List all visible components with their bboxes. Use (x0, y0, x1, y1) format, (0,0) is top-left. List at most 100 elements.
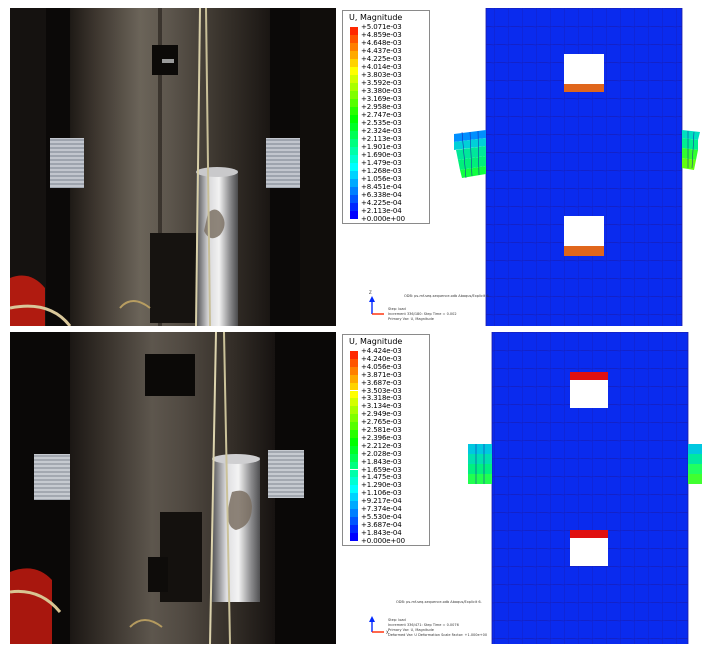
left-strain-gauge (454, 130, 486, 179)
legend-value-label: +2.581e-03 (361, 426, 402, 434)
legend-swatch (350, 107, 358, 115)
legend-title: U, Magnitude (349, 13, 403, 22)
legend-value-label: +4.056e-03 (361, 362, 402, 371)
primary-var-line: Primary Var: U, Magnitude (388, 317, 434, 321)
left-strain-gauge (468, 444, 492, 484)
legend-swatch (350, 187, 358, 195)
legend-value-label: +3.803e-03 (361, 71, 402, 79)
legend-swatch (350, 390, 358, 399)
primary-var-line: Primary Var: U, Magnitude (388, 628, 434, 632)
legend-value-label: +4.648e-03 (361, 39, 402, 47)
legend-swatch (350, 524, 358, 533)
legend-value-label: +1.479e-03 (361, 159, 402, 167)
legend-value-label: +1.056e-03 (361, 175, 402, 183)
legend-swatch (350, 43, 358, 51)
legend-swatch (350, 115, 358, 123)
bottom-contour-legend: U, Magnitude +4.424e-03 +4.240e-03 +4.056e… (342, 334, 430, 546)
upper-window (570, 380, 608, 408)
legend-value-label: +3.871e-03 (361, 370, 402, 379)
legend-swatch (350, 351, 358, 359)
legend-value-label: +3.318e-03 (361, 394, 402, 403)
legend-value-label: +3.592e-03 (361, 79, 402, 87)
legend-swatch (350, 163, 358, 171)
legend-swatch (350, 453, 358, 462)
right-strain-gauge (688, 444, 702, 484)
lower-window (570, 538, 608, 566)
legend-value-label: +3.134e-03 (361, 402, 402, 411)
legend-value-label: +1.843e-03 (361, 457, 402, 466)
legend-value-label: +2.765e-03 (361, 418, 402, 427)
legend-value-label: +2.324e-03 (361, 127, 402, 135)
legend-value-label: +3.687e-04 (361, 520, 402, 529)
legend-swatch (350, 414, 358, 423)
legend-swatch (350, 501, 358, 509)
legend-swatch (350, 75, 358, 83)
legend-value-label: +5.071e-03 (361, 23, 402, 31)
legend-swatch (350, 366, 358, 375)
legend-swatch (350, 509, 358, 517)
legend-swatch (350, 83, 358, 91)
bottom-right-fea-plot: U, Magnitude +4.424e-03 +4.240e-03 +4.056e… (340, 332, 702, 644)
legend-swatch (350, 532, 358, 541)
legend-title: U, Magnitude (349, 337, 403, 346)
legend-swatch (350, 430, 358, 438)
legend-swatch (350, 437, 358, 446)
legend-value-label: +6.338e-04 (361, 191, 402, 199)
odb-line: ODB: ps-mf-seq-sequence.odb Abaqus/Expli… (404, 294, 490, 298)
step-line: Step: load (388, 618, 406, 622)
odb-line: ODB: ps-mf-seq-sequence.odb Abaqus/Expli… (396, 600, 482, 604)
view-triad (369, 296, 384, 315)
legend-value-label: +4.240e-03 (361, 354, 402, 363)
legend-value-label: +4.225e-04 (361, 199, 402, 207)
right-strain-gauge (682, 130, 700, 170)
legend-swatch (350, 485, 358, 494)
bottom-photo-drawing (10, 332, 336, 644)
legend-swatch (350, 461, 358, 470)
legend-swatch (350, 203, 358, 211)
legend-swatch (350, 139, 358, 147)
legend-swatch (350, 123, 358, 131)
triad-x-label: X (386, 630, 389, 635)
legend-value-label: +2.113e-03 (361, 135, 402, 143)
top-fea-model (369, 8, 700, 326)
legend-value-label: +1.843e-04 (361, 528, 402, 537)
legend-value-label: +1.690e-03 (361, 151, 402, 159)
legend-value-label: +0.000e+00 (361, 215, 405, 223)
legend-value-label: +1.659e-03 (361, 465, 402, 474)
legend-value-label: +1.290e-03 (361, 481, 402, 490)
legend-swatch (350, 147, 358, 155)
legend-swatch (350, 91, 358, 99)
legend-value-label: +1.475e-03 (361, 473, 402, 482)
legend-swatch (350, 155, 358, 163)
triad-z-label: Z (369, 290, 372, 295)
legend-value-label: +2.535e-03 (361, 119, 402, 127)
legend-swatch (350, 59, 358, 67)
legend-value-label: +0.000e+00 (361, 536, 405, 545)
legend-value-label: +2.949e-03 (361, 410, 402, 419)
legend-value-label: +4.424e-03 (361, 347, 402, 355)
increment-line: Increment 336/180: Step Time = 0.002 (388, 312, 457, 316)
legend-value-label: +2.396e-03 (361, 433, 402, 442)
top-contour-legend: U, Magnitude +5.071e-03 +4.859e-03 +4.648e… (342, 10, 430, 224)
legend-swatch (350, 131, 358, 139)
legend-value-label: +4.225e-03 (361, 55, 402, 63)
legend-swatch (350, 406, 358, 415)
legend-value-label: +1.268e-03 (361, 167, 402, 175)
legend-swatch (350, 374, 358, 383)
legend-value-label: +2.958e-03 (361, 103, 402, 111)
legend-swatch (350, 516, 358, 525)
legend-swatch (350, 422, 358, 430)
legend-swatch (350, 211, 358, 219)
legend-value-label: +5.530e-04 (361, 512, 402, 521)
legend-swatch (350, 27, 358, 35)
legend-value-label: +4.014e-03 (361, 63, 402, 71)
legend-swatch (350, 171, 358, 179)
step-line: Step: load (388, 307, 406, 311)
legend-value-label: +3.687e-03 (361, 378, 402, 387)
legend-value-label: +1.901e-03 (361, 143, 402, 151)
bottom-left-photo (10, 332, 336, 644)
legend-swatch (350, 67, 358, 75)
legend-swatch (350, 358, 358, 367)
legend-swatch (350, 398, 358, 407)
increment-line: Increment 336/471: Step Time = 0.0076 (388, 623, 459, 627)
